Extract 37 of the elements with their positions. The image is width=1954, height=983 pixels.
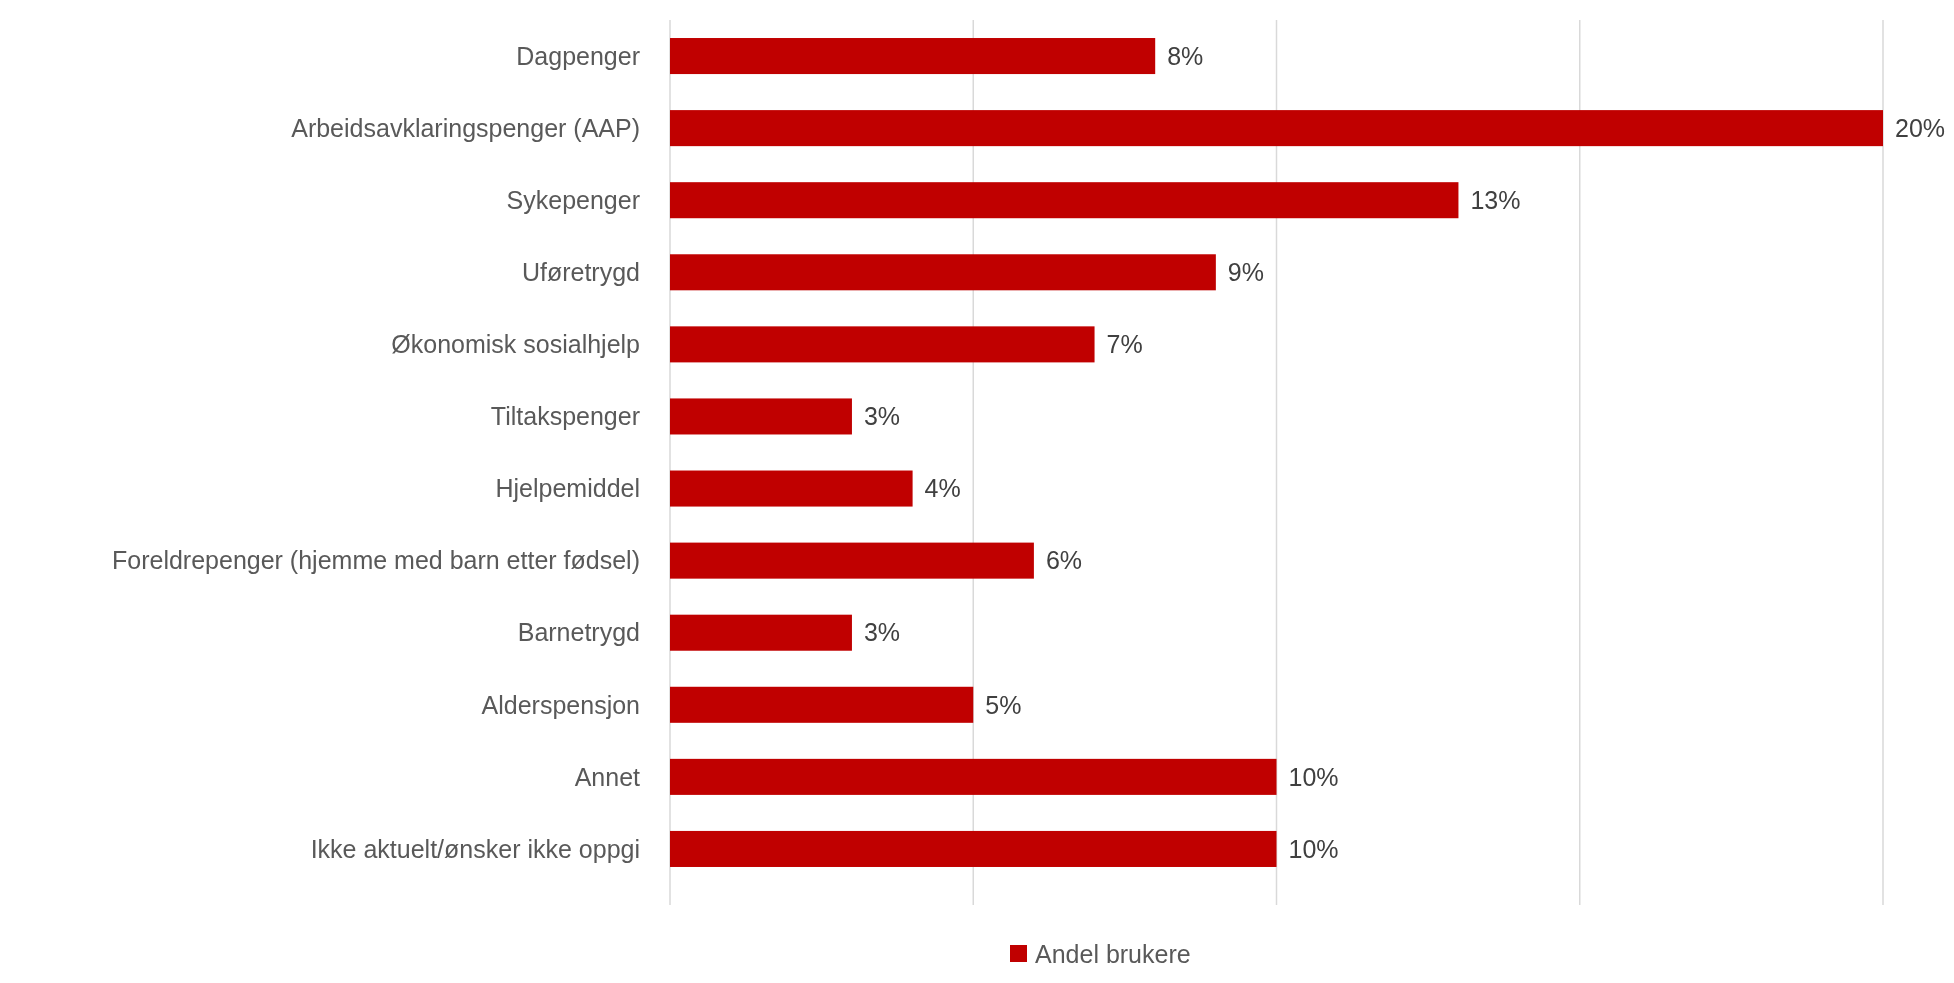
data-label: 9% (1227, 258, 1264, 287)
bar (670, 470, 913, 507)
y-tick-label: Økonomisk sosialhjelp (391, 330, 640, 359)
y-tick-label: Foreldrepenger (hjemme med barn etter fødsel) (111, 546, 640, 575)
bar (670, 542, 1034, 579)
legend-label: Andel brukere (1035, 939, 1191, 968)
data-label: 10% (1288, 834, 1339, 863)
bar (670, 758, 1277, 795)
bar (670, 182, 1459, 219)
y-tick-label: Hjelpemiddel (495, 474, 640, 503)
y-tick-label: Uføretrygd (521, 258, 640, 287)
y-tick-label: Tiltakspenger (490, 402, 640, 431)
bar (670, 614, 852, 651)
y-tick-label: Arbeidsavklaringspenger (AAP) (291, 113, 640, 142)
bar (670, 38, 1156, 75)
y-tick-label: Alderspensjon (481, 690, 640, 719)
bar (670, 830, 1277, 867)
bar (670, 398, 852, 435)
bar (670, 686, 974, 723)
y-tick-label: Barnetrygd (517, 618, 640, 647)
bar (670, 254, 1216, 291)
data-label: 6% (1045, 546, 1083, 575)
y-tick-label: Ikke aktuelt/ønsker ikke oppgi (310, 834, 640, 863)
data-label: 10% (1288, 762, 1339, 791)
data-label: 13% (1470, 185, 1521, 214)
bar (670, 110, 1883, 147)
data-label: 3% (863, 618, 901, 647)
data-label: 4% (924, 474, 961, 503)
data-label: 8% (1167, 41, 1204, 70)
data-label: 7% (1106, 330, 1143, 359)
y-tick-label: Sykepenger (506, 185, 640, 214)
y-tick-label: Dagpenger (516, 41, 640, 70)
data-label: 3% (863, 402, 901, 431)
data-label: 5% (985, 690, 1022, 719)
data-label: 20% (1895, 113, 1946, 142)
bar (670, 326, 1095, 363)
y-tick-label: Annet (574, 762, 641, 791)
